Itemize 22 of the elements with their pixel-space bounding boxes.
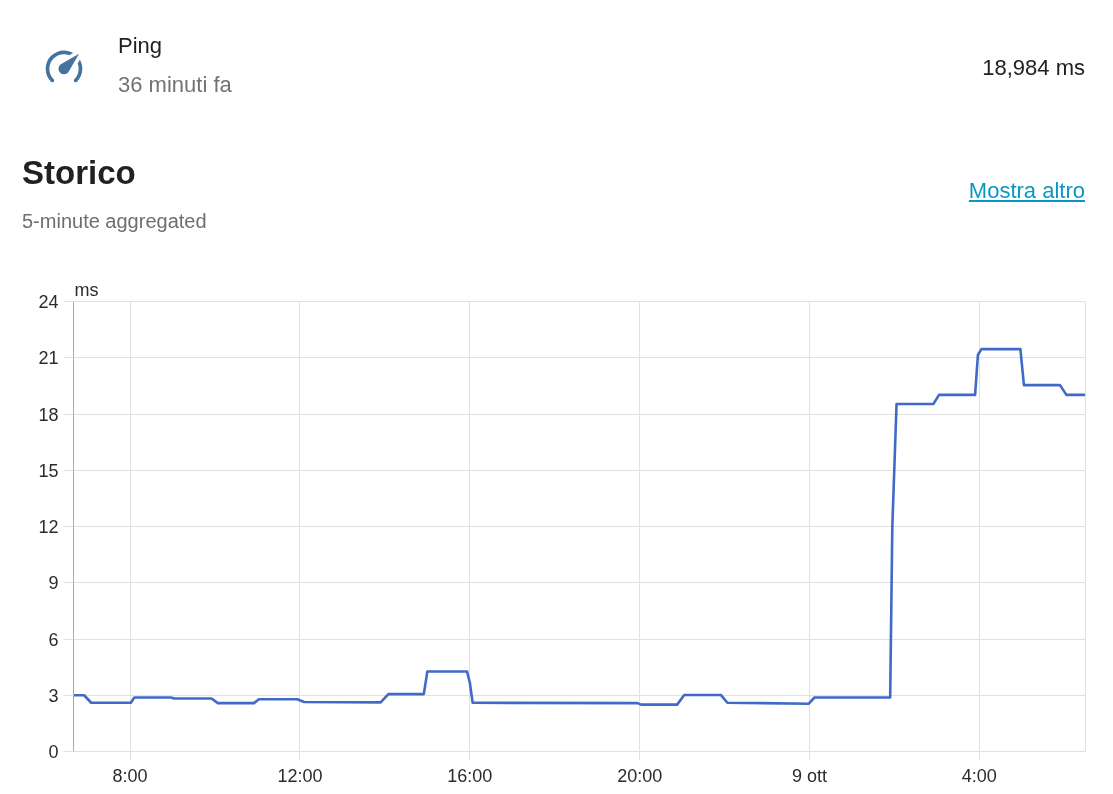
- text: Ping: [118, 32, 163, 59]
- y-tick-label: 12: [38, 517, 59, 537]
- x-tick-label: 4:00: [961, 765, 997, 786]
- y-tick-label: 0: [48, 742, 59, 762]
- x-tick-label: 20:00: [617, 765, 663, 786]
- y-axis-title: ms: [74, 280, 99, 300]
- text: 36 minuti fa: [118, 71, 232, 98]
- text: Mostra altro: [968, 177, 1085, 204]
- chart-title: Storico: [22, 153, 136, 193]
- y-tick-label: 6: [48, 629, 59, 650]
- y-tick-label: 21: [38, 348, 59, 369]
- y-tick-label: 3: [48, 685, 59, 706]
- y-tick-label: 24: [38, 292, 59, 312]
- x-tick-label: 16:00: [447, 765, 493, 786]
- y-tick-label: 15: [38, 460, 59, 481]
- x-tick-label: 9 ott: [791, 765, 828, 786]
- x-tick-label: 12:00: [277, 765, 323, 786]
- text: 18,984 ms: [982, 54, 1085, 81]
- y-tick-label: 9: [48, 573, 59, 594]
- y-tick-label: 18: [38, 404, 59, 425]
- x-tick-label: 8:00: [112, 765, 148, 786]
- chart-subtitle: 5-minute aggregated: [22, 209, 207, 234]
